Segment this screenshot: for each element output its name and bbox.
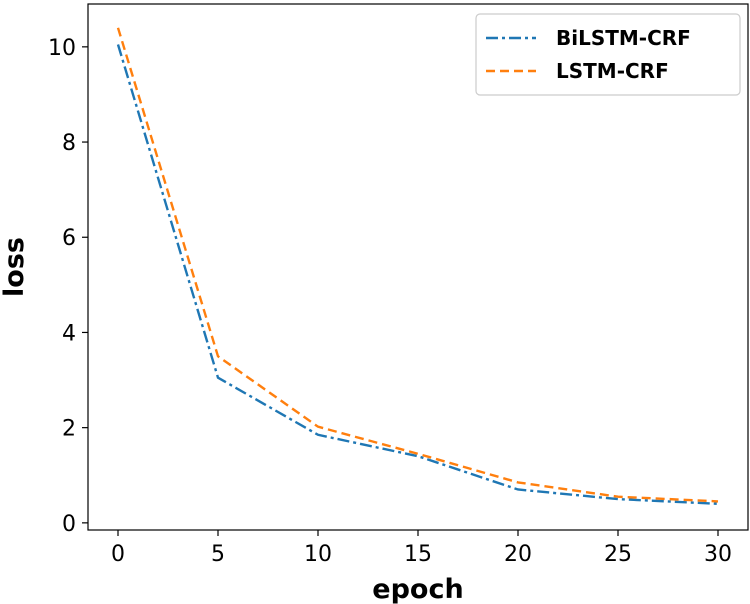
x-tick-label: 20	[504, 542, 532, 567]
x-tick-label: 15	[404, 542, 432, 567]
x-tick-label: 30	[704, 542, 732, 567]
y-tick-label: 8	[62, 131, 76, 156]
legend-box	[475, 13, 741, 96]
x-tick-label: 5	[211, 542, 225, 567]
y-axis-ticks: 0 2 4 6 8 10	[48, 36, 88, 537]
series-line-lstm-crf	[116, 27, 719, 503]
legend-label-lstm-crf: LSTM-CRF	[556, 59, 669, 83]
y-tick-label: 6	[62, 226, 76, 251]
series-line-bilstm-crf	[116, 44, 719, 505]
legend-label-bilstm-crf: BiLSTM-CRF	[556, 26, 691, 50]
y-tick-label: 4	[62, 321, 76, 346]
x-tick-label: 10	[304, 542, 332, 567]
x-tick-label: 25	[604, 542, 632, 567]
y-axis-label: loss	[0, 237, 30, 297]
y-tick-label: 10	[48, 36, 76, 61]
x-tick-label: 0	[111, 542, 125, 567]
legend: BiLSTM-CRF LSTM-CRF	[475, 13, 741, 96]
series-layer	[116, 27, 719, 505]
x-axis-label: epoch	[372, 574, 463, 604]
y-tick-label: 0	[62, 512, 76, 537]
y-tick-label: 2	[62, 417, 76, 442]
x-axis-ticks: 0 5 10 15 20 25 30	[111, 530, 732, 567]
